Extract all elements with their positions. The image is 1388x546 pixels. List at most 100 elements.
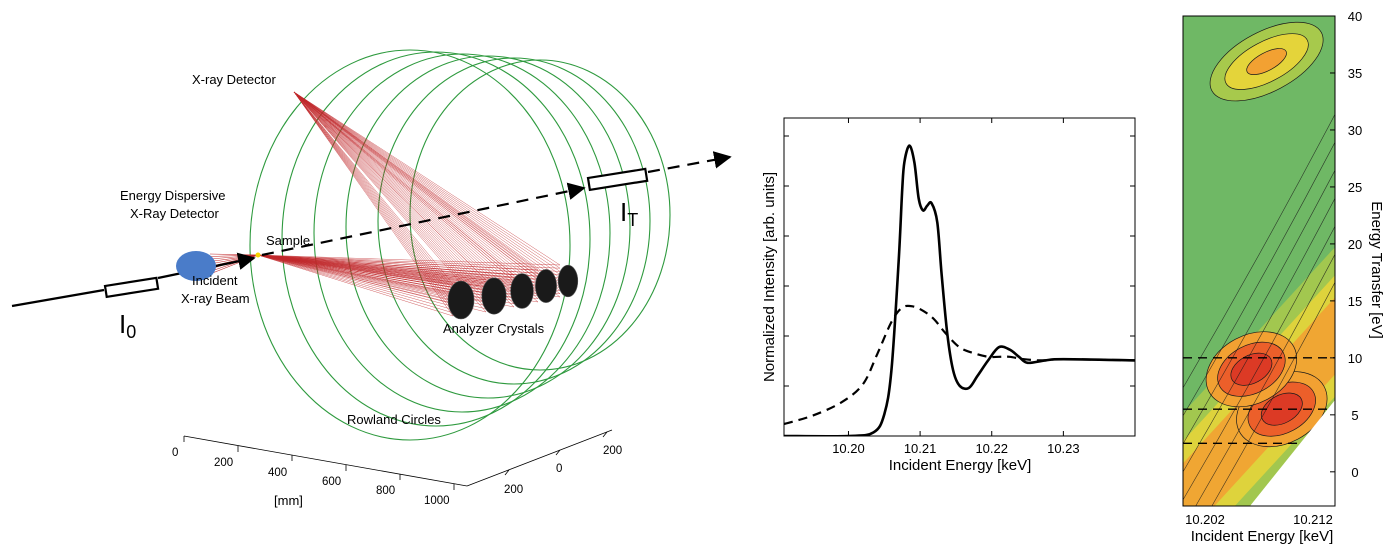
map-contour-line — [1260, 392, 1303, 426]
ray — [293, 91, 561, 298]
ray — [257, 254, 561, 291]
rowland-circles — [249, 49, 671, 441]
mm-axis-ticks: 0 200 400 600 800 1000 [mm] 200 0 200 — [172, 445, 622, 508]
sample-label: Sample — [266, 233, 310, 248]
ray — [293, 91, 561, 279]
analyzer-crystal — [557, 264, 579, 298]
map-blank-corner — [1250, 400, 1335, 506]
ray — [257, 254, 561, 285]
setup-diagram: X-ray Detector Energy Dispersive X-Ray D… — [11, 49, 732, 508]
map-contour-line — [1205, 331, 1298, 408]
map-contour-line — [1217, 341, 1286, 397]
ray — [257, 254, 454, 317]
ray — [257, 254, 561, 295]
i0-label: I0 — [119, 309, 136, 342]
map-y-ticks: 40 35 30 25 20 15 10 5 0 — [1330, 9, 1362, 480]
map-contour-line — [1183, 142, 1335, 416]
spectrum-series-solid — [784, 144, 1135, 436]
ray — [293, 91, 454, 288]
rowland-circle — [345, 55, 631, 399]
sample-dot — [255, 252, 261, 258]
ray — [293, 91, 539, 303]
ray — [293, 91, 515, 298]
ed-detector-ellipse — [176, 251, 216, 281]
map-contour-line — [1209, 21, 1324, 102]
map-y-tick-label: 5 — [1351, 408, 1358, 423]
rowland-circle — [249, 49, 571, 441]
map-contour-line — [1195, 254, 1335, 506]
spectrum-x-tick-label: 10.20 — [832, 441, 865, 456]
spectrum-x-tick-label: 10.22 — [975, 441, 1008, 456]
ray — [257, 254, 561, 288]
ed-detector-label-1: Energy Dispersive — [120, 188, 226, 203]
ray — [257, 254, 561, 275]
map-contour-line — [1183, 198, 1335, 472]
analyzer-crystals — [447, 264, 579, 320]
spectrum-y-label: Normalized Intensity [arb. units] — [761, 172, 778, 382]
ray — [257, 254, 561, 266]
ray — [293, 91, 487, 303]
ray — [293, 91, 487, 290]
ray — [257, 254, 515, 308]
transmitted-beam-exit — [647, 151, 732, 174]
rixs-map: 40 35 30 25 20 15 10 5 0 10.202 10.212 Incident E… — [1182, 9, 1385, 545]
ray — [293, 91, 539, 293]
map-y-label: Energy Transfer [eV] — [1368, 201, 1385, 339]
x-tick-0: 0 — [172, 447, 178, 459]
ray — [257, 254, 561, 272]
ray — [293, 91, 561, 291]
x-tick-600: 600 — [322, 476, 341, 488]
analyzer-crystal — [447, 280, 475, 320]
ray — [293, 91, 454, 301]
ray — [293, 91, 454, 297]
map-y-tick-label: 10 — [1348, 351, 1362, 366]
ray — [257, 254, 454, 307]
analyzer-crystal — [510, 273, 534, 309]
ray — [293, 91, 515, 285]
map-contour-line — [1224, 33, 1309, 90]
ray — [293, 91, 539, 296]
analyzer-crystal — [481, 277, 507, 315]
y-tick-0: 0 — [556, 463, 562, 475]
ray — [293, 91, 487, 293]
ray — [293, 91, 515, 304]
map-x-tick-label: 10.202 — [1185, 512, 1225, 527]
spectrum-x-ticks: 10.20 10.21 10.22 10.23 — [784, 118, 1135, 456]
ray — [293, 91, 539, 283]
map-peak-contour — [1230, 353, 1272, 386]
spectrum-series-dashed — [784, 304, 1135, 426]
spectrum-x-label: Incident Energy [keV] — [889, 457, 1032, 474]
map-y-tick-label: 20 — [1348, 237, 1362, 252]
ray — [293, 91, 561, 275]
spectrum-chart: 10.20 10.21 10.22 10.23 Incident Energy [ke… — [761, 117, 1136, 474]
map-x-ticks: 10.202 10.212 — [1182, 501, 1336, 527]
ray — [257, 254, 561, 298]
it-label: IT — [620, 197, 638, 230]
map-y-tick-label: 30 — [1348, 123, 1362, 138]
ray — [293, 91, 454, 291]
map-contour-line — [1183, 170, 1335, 444]
ray — [293, 91, 561, 282]
ray — [293, 91, 515, 292]
ray — [257, 254, 454, 310]
ray — [293, 91, 487, 297]
spectrum-x-tick-label: 10.23 — [1047, 441, 1080, 456]
ray — [293, 91, 515, 308]
ray — [209, 253, 259, 256]
incident-label-2: X-ray Beam — [181, 291, 250, 306]
xray-detector-label: X-ray Detector — [192, 72, 276, 87]
map-peaks — [1183, 21, 1335, 506]
ray — [293, 91, 561, 288]
ed-detector-label-2: X-Ray Detector — [130, 206, 220, 221]
incident-beam-line — [11, 288, 105, 308]
ray — [293, 91, 454, 285]
y-tick-200b: 200 — [603, 445, 622, 457]
x-tick-200: 200 — [214, 457, 233, 469]
map-y-tick-label: 25 — [1348, 180, 1362, 195]
analyzer-crystal — [535, 269, 557, 303]
transmitted-beam — [261, 182, 586, 257]
rowland-circles-label: Rowland Circles — [347, 412, 441, 427]
ray — [293, 91, 561, 272]
ray — [293, 91, 454, 307]
